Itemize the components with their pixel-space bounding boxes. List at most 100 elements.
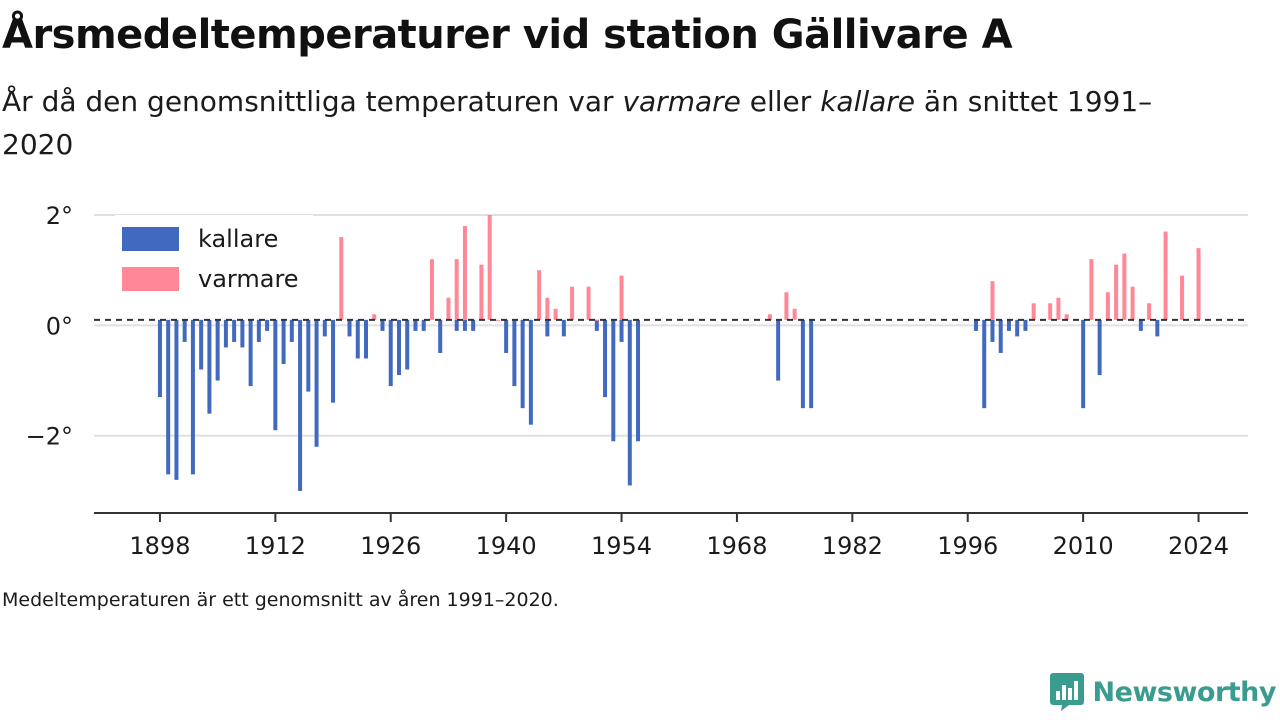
x-tick-label: 1996 [937, 532, 998, 560]
legend-label-varmare: varmare [198, 265, 299, 293]
bar-kallare [973, 319, 978, 331]
subtitle-warm-word: varmare [622, 85, 741, 118]
bar-kallare [289, 319, 294, 342]
bar-kallare [157, 319, 162, 398]
bar-kallare [627, 319, 632, 486]
bar-kallare [248, 319, 253, 387]
bar-kallare [347, 319, 352, 337]
x-tick-label: 1954 [591, 532, 652, 560]
bar-kallare [800, 319, 805, 409]
bar-varmare [339, 237, 344, 320]
bar-varmare [1048, 303, 1053, 320]
bar-kallare [166, 319, 171, 475]
y-tick-label: −2° [26, 423, 73, 451]
bar-varmare [1122, 253, 1127, 320]
brand-name: Newsworthy [1092, 676, 1277, 708]
bar-varmare [553, 308, 558, 320]
bar-varmare [1114, 264, 1119, 320]
bar-varmare [1105, 292, 1110, 320]
bar-kallare [454, 319, 459, 331]
bar-varmare [594, 319, 599, 321]
bar-kallare [1081, 319, 1086, 409]
subtitle-text-3: än snittet 1991–2020 [2, 85, 1153, 161]
bar-varmare [784, 292, 789, 320]
bar-varmare [1064, 314, 1069, 320]
bar-varmare [545, 297, 550, 320]
bar-varmare [446, 297, 451, 320]
bar-kallare [471, 319, 476, 331]
bar-varmare [429, 259, 434, 320]
bar-varmare [990, 281, 995, 320]
bar-kallare [545, 319, 550, 337]
subtitle-text-1: År då den genomsnittliga temperaturen va… [2, 85, 623, 118]
bar-kallare [405, 319, 410, 370]
bar-kallare [306, 319, 311, 392]
bar-kallare [619, 319, 624, 342]
bar-varmare [1196, 248, 1201, 320]
y-tick-label: 0° [46, 312, 73, 340]
bar-kallare [182, 319, 187, 342]
bar-varmare [1031, 303, 1036, 320]
x-tick-label: 1926 [360, 532, 421, 560]
bar-kallare [240, 319, 245, 348]
bar-kallare [462, 319, 467, 331]
bar-kallare [982, 319, 987, 409]
bar-kallare [298, 319, 303, 491]
legend-swatch-varmare [122, 267, 179, 291]
bar-varmare [570, 286, 575, 320]
bar-varmare [537, 270, 542, 320]
bar-kallare [421, 319, 426, 331]
y-tick-labels: 2° 0° −2° [26, 202, 73, 451]
bar-varmare [479, 264, 484, 320]
bar-kallare [314, 319, 319, 447]
bar-kallare [636, 319, 641, 442]
temperature-bar-chart: 2° 0° −2° 1898 1912 1926 1940 1954 1968 1982 1996… [26, 202, 1248, 560]
bar-kallare [528, 319, 533, 425]
bar-kallare [223, 319, 228, 348]
bar-kallare [998, 319, 1003, 353]
bar-kallare [232, 319, 237, 342]
bar-kallare [512, 319, 517, 387]
bar-varmare [1147, 303, 1152, 320]
bar-kallare [603, 319, 608, 398]
x-tick-label: 1982 [822, 532, 883, 560]
legend-swatch-kallare [122, 227, 179, 251]
bar-varmare [462, 226, 467, 320]
x-tick-label: 1940 [476, 532, 537, 560]
bar-kallare [1097, 319, 1102, 376]
bar-varmare [1130, 286, 1135, 320]
legend-label-kallare: kallare [198, 225, 278, 253]
x-ticks: 1898 1912 1926 1940 1954 1968 1982 1996 2010 2024 [129, 513, 1229, 560]
bar-kallare [809, 319, 814, 409]
bar-kallare [561, 319, 566, 337]
bar-kallare [504, 319, 509, 353]
subtitle-cold-word: kallare [820, 85, 916, 118]
subtitle-text-2: eller [740, 85, 821, 118]
bar-varmare [586, 286, 591, 320]
bar-kallare [413, 319, 418, 331]
bar-kallare [776, 319, 781, 381]
x-tick-label: 1968 [706, 532, 767, 560]
bar-varmare [1089, 259, 1094, 320]
x-tick-label: 1912 [245, 532, 306, 560]
bar-varmare [1056, 297, 1061, 320]
x-tick-label: 1898 [129, 532, 190, 560]
bar-kallare [281, 319, 286, 364]
bar-varmare [767, 314, 772, 320]
bar-kallare [256, 319, 261, 342]
bar-kallare [990, 319, 995, 342]
bar-varmare [372, 314, 377, 320]
brand-logo[interactable]: Newsworthy [1049, 672, 1277, 712]
legend: kallare varmare [115, 215, 313, 295]
bar-kallare [364, 319, 369, 359]
bar-kallare [322, 319, 327, 337]
bar-kallare [207, 319, 212, 414]
bar-kallare [520, 319, 525, 409]
bar-kallare [388, 319, 393, 387]
bar-varmare [487, 215, 492, 320]
bar-kallare [1155, 319, 1160, 337]
bar-kallare [594, 319, 599, 331]
bar-kallare [396, 319, 401, 376]
bar-kallare [199, 319, 204, 370]
bar-varmare [454, 259, 459, 320]
